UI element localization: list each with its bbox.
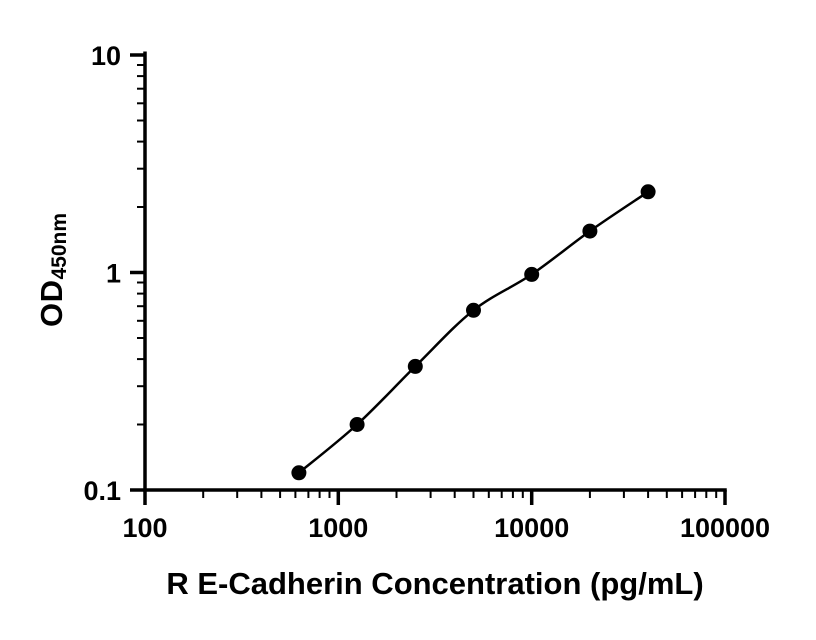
data-point <box>349 417 365 432</box>
data-point <box>640 184 656 200</box>
y-axis-title-main: OD <box>34 279 69 328</box>
axis-spines <box>143 51 727 492</box>
x-tick-label: 100 <box>122 513 167 543</box>
x-tick-label: 1000 <box>308 513 368 543</box>
data-point <box>582 223 598 239</box>
x-axis-title: R E-Cadherin Concentration (pg/mL) <box>166 566 704 601</box>
y-axis-title: OD450nm <box>34 212 71 328</box>
data-point <box>407 358 423 374</box>
x-tick-label: 100000 <box>680 513 770 543</box>
y-tick-label: 0.1 <box>83 476 121 506</box>
data-point <box>466 302 481 318</box>
y-tick-label: 1 <box>106 259 121 289</box>
data-point <box>291 465 307 481</box>
data-points <box>291 184 656 481</box>
tick-marks <box>130 53 727 505</box>
y-axis-title-sub: 450nm <box>48 212 71 280</box>
tick-labels: 100 1000 10000 100000 0.1 1 10 <box>83 41 770 543</box>
data-point <box>524 266 540 282</box>
y-tick-label: 10 <box>91 41 121 71</box>
x-tick-label: 10000 <box>494 513 569 543</box>
